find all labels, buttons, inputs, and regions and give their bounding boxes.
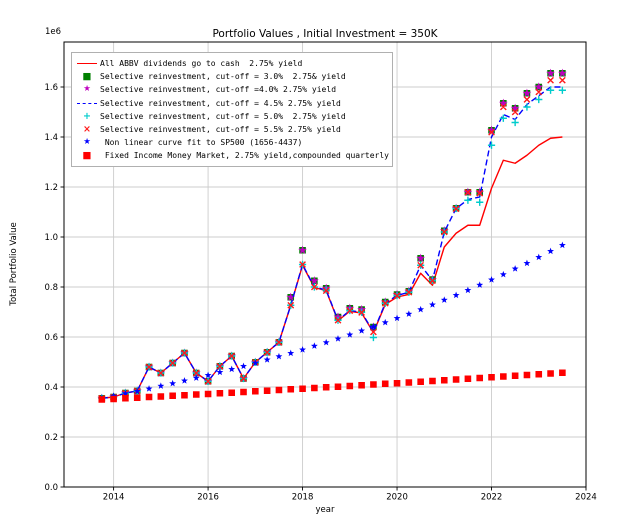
legend-item: × Selective reinvestment, cut-off = 5.5% … xyxy=(74,123,390,136)
y-tick-label: 0.6 xyxy=(44,333,58,343)
x-tick-label: 2024 xyxy=(575,493,597,503)
line-swatch xyxy=(74,63,100,65)
x-tick-label: 2016 xyxy=(197,493,219,503)
legend-label: Fixed Income Money Market, 2.75% yield,c… xyxy=(100,151,389,161)
legend-label: Selective reinvestment, cut-off =4.0% 2.… xyxy=(100,85,337,95)
legend-item: ■ Fixed Income Money Market, 2.75% yield… xyxy=(74,149,390,162)
series-6-markers xyxy=(98,241,566,402)
x-marker-icon: × xyxy=(83,124,91,136)
y-tick-label: 0.0 xyxy=(44,483,58,493)
plot-frame xyxy=(63,41,587,488)
legend-label: Selective reinvestment, cut-off = 5.5% 2… xyxy=(100,124,341,134)
legend-label: Selective reinvestment, cut-off = 4.5% 2… xyxy=(100,98,341,108)
x-tick-label: 2014 xyxy=(103,493,125,503)
y-tick-label: 0.8 xyxy=(44,283,58,293)
y-tick-label: 0.2 xyxy=(44,433,58,443)
legend-label: All ABBV dividends go to cash 2.75% yiel… xyxy=(100,59,303,68)
y-tick-label: 1.0 xyxy=(44,233,58,243)
square-marker-icon: ■ xyxy=(82,71,92,83)
legend: All ABBV dividends go to cash 2.75% yiel… xyxy=(71,52,393,167)
legend-item: ★ Selective reinvestment, cut-off =4.0% 2… xyxy=(74,83,390,96)
star-marker-icon: ★ xyxy=(83,84,91,95)
legend-item: + Selective reinvestment, cut-off = 5.0% … xyxy=(74,110,390,123)
y-tick-label: 1.4 xyxy=(44,133,58,143)
x-tick-label: 2020 xyxy=(386,493,408,503)
legend-item: ★ Non linear curve fit to SP500 (1656-44… xyxy=(74,136,390,149)
y-tick-label: 1.2 xyxy=(44,183,58,193)
legend-label: Non linear curve fit to SP500 (1656-4437… xyxy=(100,138,303,148)
series-0-line xyxy=(101,136,563,399)
legend-label: Selective reinvestment, cut-off = 3.0% 2… xyxy=(100,72,346,82)
series-3-line xyxy=(101,86,563,399)
legend-label: Selective reinvestment, cut-off = 5.0% 2… xyxy=(100,111,346,121)
legend-item: All ABBV dividends go to cash 2.75% yiel… xyxy=(74,57,390,70)
legend-item: Selective reinvestment, cut-off = 4.5% 2… xyxy=(74,97,390,110)
series-7-markers xyxy=(98,369,566,403)
x-axis-label: year xyxy=(315,505,335,515)
dashed-line-swatch xyxy=(74,102,100,104)
chart-title: Portfolio Values , Initial Investment = … xyxy=(212,28,438,40)
square-marker-icon: ■ xyxy=(82,150,92,162)
legend-item: ■ Selective reinvestment, cut-off = 3.0% … xyxy=(74,70,390,83)
y-axis-label-text: Total Portfolio Value xyxy=(9,222,19,306)
x-tick-label: 2018 xyxy=(292,493,314,503)
x-tick-label: 2022 xyxy=(481,493,503,503)
y-axis-offset-label: 1e6 xyxy=(45,27,62,37)
smallstar-marker-icon: ★ xyxy=(83,137,91,148)
y-tick-label: 0.4 xyxy=(44,383,58,393)
y-tick-label: 1.6 xyxy=(44,83,58,93)
plus-marker-icon: + xyxy=(83,110,91,122)
